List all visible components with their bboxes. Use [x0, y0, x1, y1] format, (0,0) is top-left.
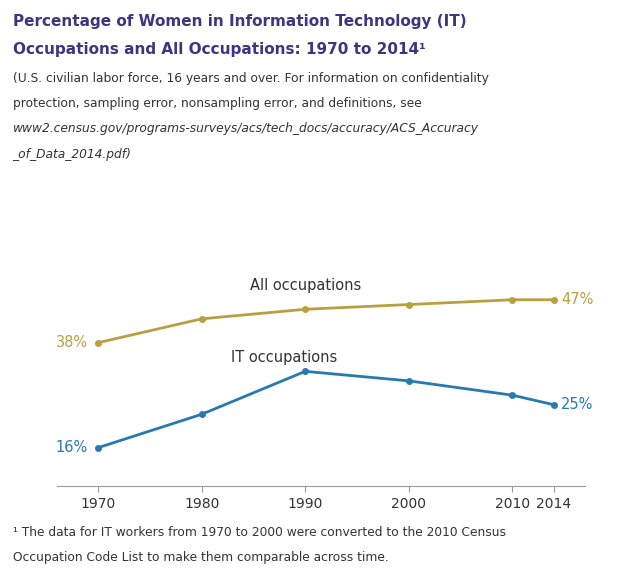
Text: IT occupations: IT occupations — [231, 350, 338, 365]
Text: protection, sampling error, nonsampling error, and definitions, see: protection, sampling error, nonsampling … — [13, 97, 421, 110]
Text: All occupations: All occupations — [250, 278, 361, 293]
Text: Percentage of Women in Information Technology (IT): Percentage of Women in Information Techn… — [13, 14, 466, 29]
Text: _of_Data_2014.pdf): _of_Data_2014.pdf) — [13, 148, 131, 161]
Text: 16%: 16% — [55, 440, 87, 455]
Text: 38%: 38% — [55, 335, 87, 350]
Text: 47%: 47% — [561, 292, 594, 307]
Text: Occupation Code List to make them comparable across time.: Occupation Code List to make them compar… — [13, 551, 388, 564]
Text: Occupations and All Occupations: 1970 to 2014¹: Occupations and All Occupations: 1970 to… — [13, 42, 425, 57]
Text: (U.S. civilian labor force, 16 years and over. For information on confidentialit: (U.S. civilian labor force, 16 years and… — [13, 72, 489, 85]
Text: ¹ The data for IT workers from 1970 to 2000 were converted to the 2010 Census: ¹ The data for IT workers from 1970 to 2… — [13, 526, 506, 539]
Text: www2.census.gov/programs-surveys/acs/tech_docs/accuracy/ACS_Accuracy: www2.census.gov/programs-surveys/acs/tec… — [13, 122, 479, 136]
Text: 25%: 25% — [561, 397, 594, 412]
